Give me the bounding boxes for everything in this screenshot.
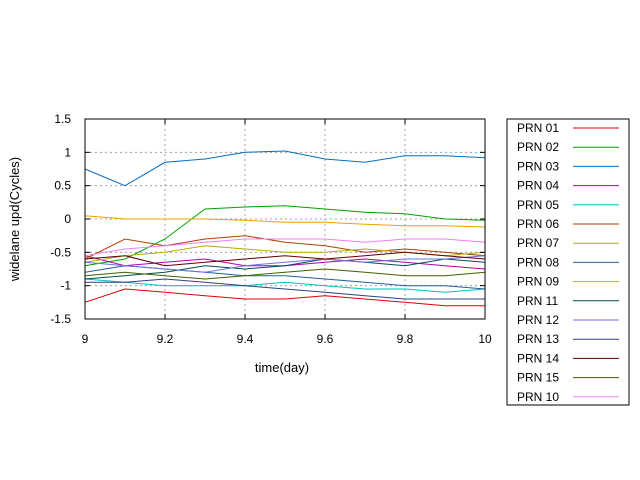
series-line-3 bbox=[84, 150, 486, 187]
legend-label: PRN 05 bbox=[517, 198, 559, 212]
x-axis-label: time(day) bbox=[255, 360, 309, 375]
series-line-2 bbox=[84, 205, 486, 267]
legend-label: PRN 01 bbox=[517, 121, 559, 135]
axis-ticks: 9 9.2 9.4 9.6 9.8 10 1.5 1 0.5 0 -0.5 -1 -1.5 bbox=[50, 112, 492, 346]
legend-label: PRN 13 bbox=[517, 332, 559, 346]
series-line-9 bbox=[84, 215, 486, 228]
legend-label: PRN 03 bbox=[517, 159, 559, 173]
legend-label: PRN 06 bbox=[517, 217, 559, 231]
legend-label: PRN 07 bbox=[517, 236, 559, 250]
legend-label: PRN 14 bbox=[517, 351, 559, 365]
x-tick-label: 9.6 bbox=[317, 332, 334, 346]
x-tick-label: 9.2 bbox=[157, 332, 174, 346]
x-tick-label: 9.4 bbox=[237, 332, 254, 346]
legend-label: PRN 04 bbox=[517, 179, 559, 193]
series-line-14 bbox=[84, 268, 486, 280]
legend: PRN 01 PRN 02 PRN 03 PRN 04 PRN 05 PRN 06 PRN … bbox=[506, 118, 630, 406]
y-tick-label: 1 bbox=[64, 145, 71, 159]
legend-label: PRN 08 bbox=[517, 255, 559, 269]
series-line-6 bbox=[84, 235, 486, 260]
series-line-15 bbox=[84, 238, 486, 257]
y-tick-label: 1.5 bbox=[54, 112, 71, 126]
legend-label: PRN 15 bbox=[517, 371, 559, 385]
legend-label: PRN 11 bbox=[517, 294, 558, 308]
y-tick-label: 0.5 bbox=[54, 179, 71, 193]
series-line-1 bbox=[84, 288, 485, 307]
y-axis-label: widelane upd(Cycles) bbox=[7, 157, 22, 282]
legend-label: PRN 12 bbox=[517, 313, 559, 327]
x-tick-label: 10 bbox=[478, 332, 492, 346]
legend-label: PRN 02 bbox=[517, 140, 559, 154]
legend-label: PRN 10 bbox=[517, 390, 559, 404]
y-tick-label: -1 bbox=[60, 279, 71, 293]
series-lines bbox=[84, 150, 486, 307]
series-line-5 bbox=[84, 278, 486, 293]
legend-label: PRN 09 bbox=[517, 275, 559, 289]
series-line-11 bbox=[84, 255, 486, 273]
series-line-10 bbox=[84, 258, 486, 280]
series-line-13 bbox=[84, 251, 486, 267]
y-tick-label: 0 bbox=[64, 212, 71, 226]
y-tick-label: -1.5 bbox=[50, 312, 71, 326]
x-tick-label: 9 bbox=[82, 332, 89, 346]
x-tick-label: 9.8 bbox=[397, 332, 414, 346]
y-tick-label: -0.5 bbox=[50, 245, 71, 259]
series-line-12 bbox=[85, 278, 485, 300]
